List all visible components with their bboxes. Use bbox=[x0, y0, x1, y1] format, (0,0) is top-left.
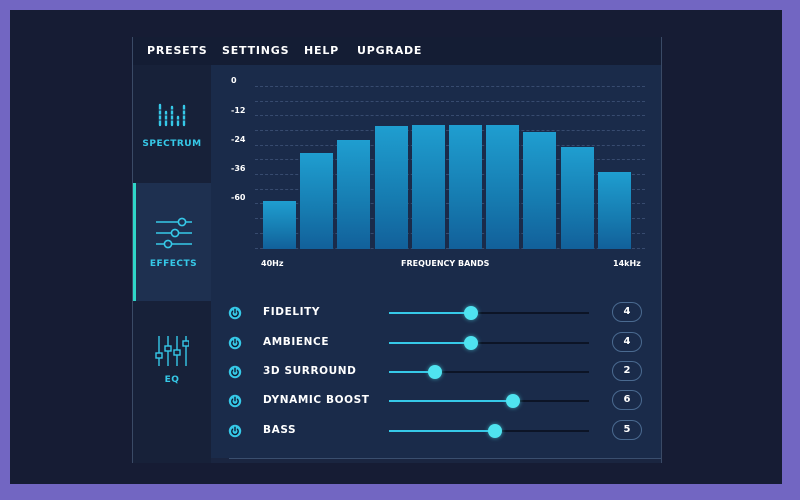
slider-track[interactable] bbox=[389, 424, 589, 438]
slider-row: FIDELITY 4 bbox=[211, 301, 661, 325]
slider-fill bbox=[389, 312, 471, 314]
x-start-label: 40Hz bbox=[261, 259, 284, 268]
sliders-icon bbox=[155, 217, 192, 249]
spectrum-bar bbox=[263, 201, 296, 249]
sidebar-item-spectrum[interactable]: SPECTRUM bbox=[133, 103, 211, 183]
power-toggle-icon[interactable] bbox=[228, 336, 242, 350]
spectrum-bar bbox=[523, 131, 557, 249]
eq-icon bbox=[155, 336, 189, 366]
spectrum-bar bbox=[337, 139, 371, 249]
slider-value[interactable]: 2 bbox=[612, 361, 642, 381]
slider-row: DYNAMIC BOOST 6 bbox=[211, 389, 661, 413]
sidebar-item-effects[interactable]: EFFECTS bbox=[133, 183, 211, 301]
slider-value[interactable]: 4 bbox=[612, 332, 642, 352]
slider-label: DYNAMIC BOOST bbox=[263, 394, 370, 406]
spectrum-bar bbox=[597, 171, 631, 249]
slider-row: 3D SURROUND 2 bbox=[211, 360, 661, 384]
y-tick-label: 0 bbox=[231, 76, 237, 85]
slider-fill bbox=[389, 400, 513, 402]
slider-track[interactable] bbox=[389, 365, 589, 379]
spectrum-bar bbox=[300, 153, 334, 249]
power-toggle-icon[interactable] bbox=[228, 424, 242, 438]
sidebar-item-label: EQ bbox=[164, 375, 180, 385]
sidebar: SPECTRUM EFFECTS bbox=[133, 65, 211, 463]
slider-thumb[interactable] bbox=[428, 365, 442, 379]
grid-line bbox=[255, 86, 645, 87]
slider-thumb[interactable] bbox=[506, 394, 520, 408]
sidebar-item-label: SPECTRUM bbox=[142, 139, 202, 149]
spectrum-bar bbox=[560, 146, 594, 249]
slider-value[interactable]: 4 bbox=[612, 302, 642, 322]
slider-label: AMBIENCE bbox=[263, 336, 330, 348]
slider-value[interactable]: 5 bbox=[612, 420, 642, 440]
slider-fill bbox=[389, 430, 495, 432]
spectrum-icon bbox=[157, 103, 187, 127]
power-toggle-icon[interactable] bbox=[228, 394, 242, 408]
y-tick-label: -12 bbox=[231, 106, 246, 115]
grid-line bbox=[255, 101, 645, 102]
slider-label: FIDELITY bbox=[263, 306, 321, 318]
slider-track[interactable] bbox=[389, 336, 589, 350]
divider bbox=[229, 458, 661, 459]
slider-track[interactable] bbox=[389, 306, 589, 320]
slider-fill bbox=[389, 371, 435, 373]
menu-help[interactable]: HELP bbox=[304, 44, 339, 57]
slider-thumb[interactable] bbox=[464, 336, 478, 350]
spectrum-bar bbox=[449, 124, 482, 249]
menu-upgrade[interactable]: UPGRADE bbox=[357, 44, 423, 57]
spectrum-bar bbox=[411, 124, 445, 249]
spectrum-bar bbox=[374, 126, 408, 249]
y-tick-label: -24 bbox=[231, 135, 246, 144]
slider-thumb[interactable] bbox=[488, 424, 502, 438]
bars-layer bbox=[211, 65, 661, 265]
slider-label: 3D SURROUND bbox=[263, 365, 357, 377]
slider-fill bbox=[389, 342, 471, 344]
menu-presets[interactable]: PRESETS bbox=[147, 44, 208, 57]
x-end-label: 14kHz bbox=[613, 259, 641, 268]
effects-panel: 0 -12 -24 -36 -60 40Hz FREQUENCY BANDS 1… bbox=[211, 65, 661, 458]
y-tick-label: -36 bbox=[231, 164, 246, 173]
power-toggle-icon[interactable] bbox=[228, 306, 242, 320]
slider-value[interactable]: 6 bbox=[612, 390, 642, 410]
slider-label: BASS bbox=[263, 424, 297, 436]
power-toggle-icon[interactable] bbox=[228, 365, 242, 379]
grid-line bbox=[255, 115, 645, 116]
menu-bar: PRESETS SETTINGS HELP UPGRADE bbox=[133, 37, 661, 65]
x-axis-title: FREQUENCY BANDS bbox=[401, 259, 490, 268]
slider-track[interactable] bbox=[389, 394, 589, 408]
menu-settings[interactable]: SETTINGS bbox=[222, 44, 290, 57]
sidebar-item-label: EFFECTS bbox=[149, 259, 198, 269]
slider-row: BASS 5 bbox=[211, 419, 661, 443]
app-window: PRESETS SETTINGS HELP UPGRADE SP bbox=[132, 37, 662, 463]
y-tick-label: -60 bbox=[231, 193, 246, 202]
sidebar-item-eq[interactable]: EQ bbox=[133, 335, 211, 395]
slider-row: AMBIENCE 4 bbox=[211, 331, 661, 355]
slider-thumb[interactable] bbox=[464, 306, 478, 320]
spectrum-bar bbox=[486, 124, 520, 249]
